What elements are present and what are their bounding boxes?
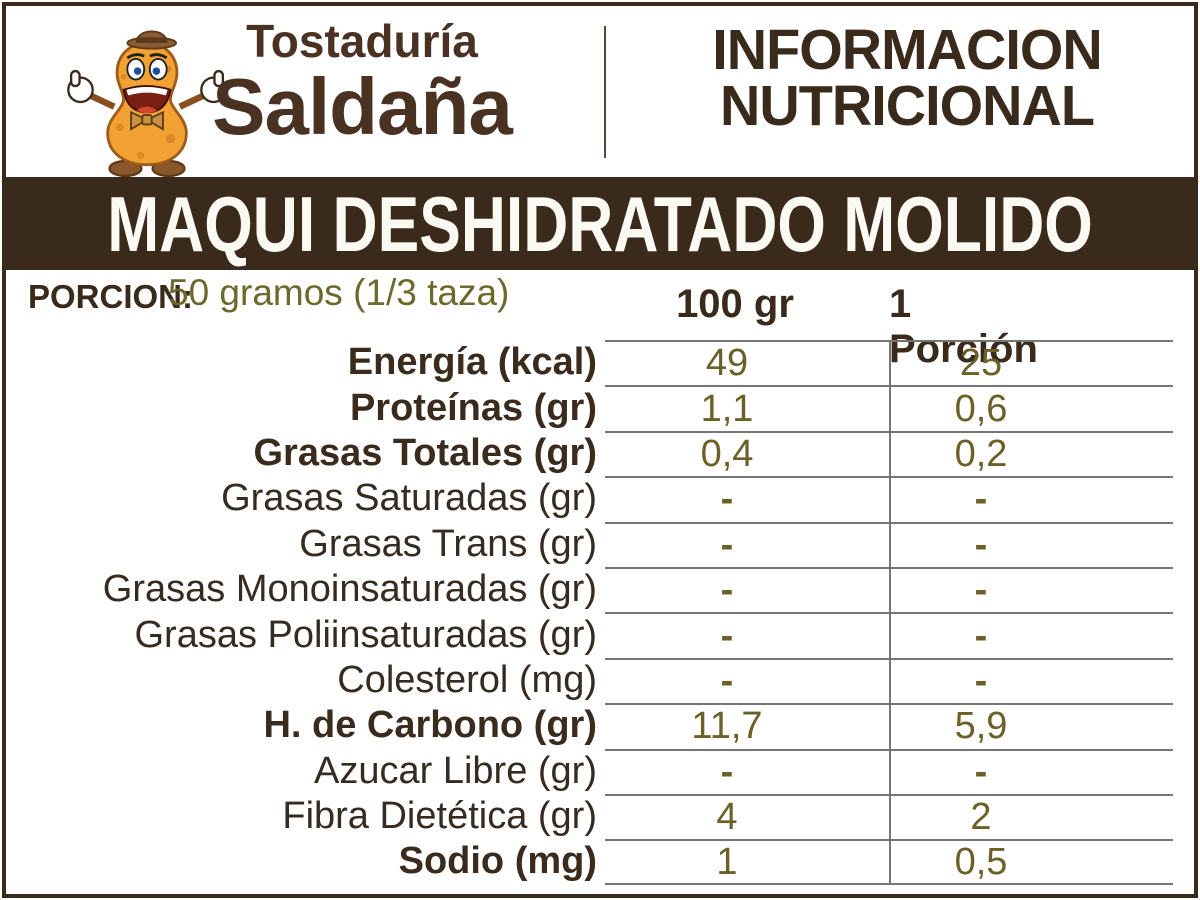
nutrition-table-rows: Energía (kcal) 49 25 Proteínas (gr) 1,1 … [6, 340, 1173, 885]
value-per-porcion: - [889, 612, 1173, 658]
nutrient-label: Grasas Trans (gr) [299, 522, 597, 565]
nutrient-label: Colesterol (mg) [337, 658, 597, 701]
nutrient-label: Grasas Monoinsaturadas (gr) [102, 568, 597, 611]
nutrient-label: Grasas Totales (gr) [253, 431, 597, 474]
value-per-porcion: - [889, 476, 1173, 522]
value-per-100g: 4 [605, 793, 889, 839]
nutrient-label: Azucar Libre (gr) [314, 749, 597, 792]
value-per-100g: 11,7 [605, 703, 889, 748]
brand-name-bottom: Saldaña [212, 62, 513, 151]
value-per-100g: - [605, 748, 889, 794]
hat-icon [126, 30, 177, 50]
nutrient-label: Energía (kcal) [347, 341, 597, 384]
product-banner: MAQUI DESHIDRATADO MOLIDO [6, 177, 1194, 270]
nutrition-title-line1: INFORMACION [712, 18, 1102, 82]
peanut-mascot-icon [67, 30, 227, 177]
value-per-100g: - [605, 566, 889, 612]
value-per-100g: 1,1 [605, 385, 889, 430]
value-per-100g: - [605, 476, 889, 521]
serving-value: 50 gramos (1/3 taza) [168, 272, 510, 313]
value-per-porcion: 0,6 [889, 385, 1173, 431]
value-per-100g: - [605, 612, 889, 657]
nutrition-title-line2: NUTRICIONAL [719, 74, 1095, 138]
product-name: MAQUI DESHIDRATADO MOLIDO [107, 179, 1093, 268]
column-header-porcion: 1 Porción [889, 282, 1038, 371]
nutrient-label: Fibra Dietética (gr) [282, 795, 597, 838]
value-per-porcion: 5,9 [889, 703, 1173, 749]
column-header-100g: 100 gr [676, 282, 794, 326]
header-divider [604, 26, 606, 158]
value-per-porcion: 0,5 [889, 839, 1173, 885]
value-per-100g: - [605, 657, 889, 703]
nutrient-label: Proteínas (gr) [349, 386, 597, 429]
glove-left-icon [67, 69, 94, 104]
value-per-100g: 49 [605, 340, 889, 385]
value-per-porcion: - [889, 521, 1173, 567]
glove-right-icon [200, 69, 227, 104]
value-per-porcion: - [889, 748, 1173, 794]
value-per-porcion: 2 [889, 793, 1173, 840]
brand-wordmark: Tostaduría Saldaña [192, 15, 532, 151]
nutrition-title: INFORMACION NUTRICIONAL [630, 18, 1185, 138]
brand-name-top: Tostaduría [246, 15, 478, 67]
value-per-100g: - [605, 521, 889, 567]
value-per-porcion: - [889, 566, 1173, 613]
value-per-100g: 0,4 [605, 430, 889, 476]
nutrient-label: Grasas Saturadas (gr) [221, 477, 597, 520]
value-per-porcion: - [889, 657, 1173, 704]
value-per-porcion: 25 [889, 340, 1173, 386]
nutrient-label: Grasas Poliinsaturadas (gr) [134, 613, 597, 656]
value-per-porcion: 0,2 [889, 430, 1173, 477]
header: Tostaduría Saldaña INFORMACION NUTRICION… [6, 6, 1194, 177]
bow-tie-icon [130, 110, 164, 131]
nutrient-label: H. de Carbono (gr) [263, 704, 597, 747]
serving-label: PORCION: [28, 278, 193, 315]
nutrient-label: Sodio (mg) [398, 840, 597, 883]
value-per-100g: 1 [605, 839, 889, 885]
